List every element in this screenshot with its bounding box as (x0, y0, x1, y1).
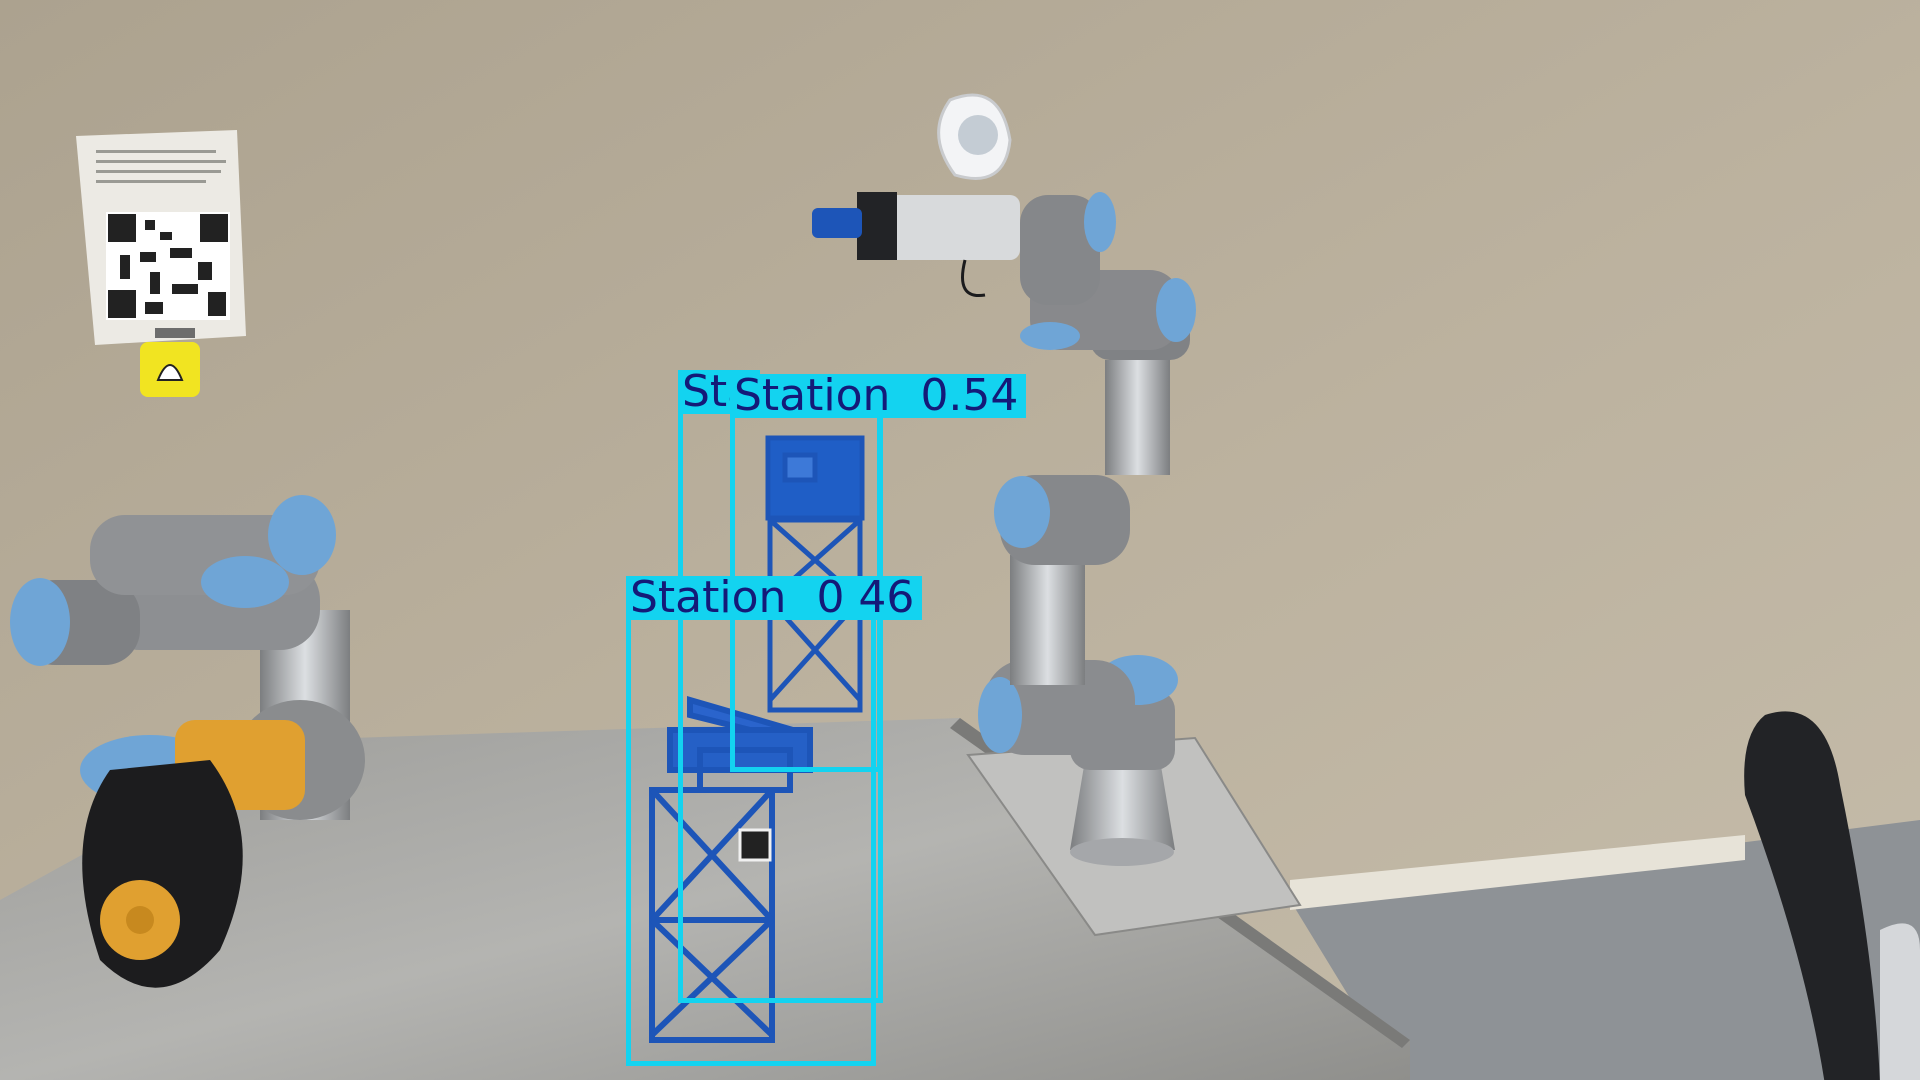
detection-class: Station (734, 374, 891, 418)
left-robot-arm (10, 495, 365, 988)
chair (1744, 711, 1880, 1080)
baseboard (1290, 835, 1745, 910)
detection-label: Station 0 46 (626, 576, 923, 620)
detection-class: Station (630, 576, 787, 620)
blue-tower-back (765, 435, 865, 713)
qr-poster (76, 130, 246, 397)
detection-label: Station 0.54 (730, 374, 1027, 418)
detection-confidence: 0 46 (816, 576, 915, 620)
right-robot-arm (812, 93, 1196, 866)
blue-tower-front (649, 696, 813, 1043)
detection-box (626, 614, 876, 1066)
detection-confidence: 0.54 (920, 374, 1019, 418)
